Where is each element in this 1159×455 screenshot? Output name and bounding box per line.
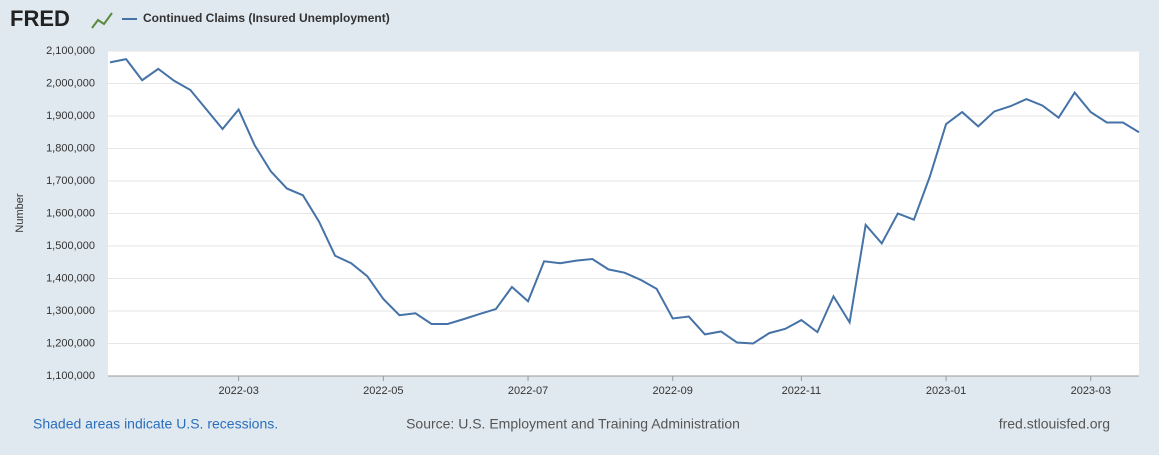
x-tick-label: 2023-01 [926,385,966,397]
x-tick-label: 2022-07 [508,385,548,397]
y-tick-label: 1,700,000 [46,175,95,187]
y-tick-label: 1,500,000 [46,240,95,252]
line-series [109,58,1140,345]
logo: FRED [10,6,70,31]
y-tick-label: 1,100,000 [46,370,95,382]
y-tick-label: 1,600,000 [46,207,95,219]
x-tick-label: 2023-03 [1071,385,1111,397]
x-tick-label: 2022-09 [653,385,693,397]
y-tick-label: 1,300,000 [46,305,95,317]
x-tick-label: 2022-05 [363,385,403,397]
y-axis-label: Number [14,193,26,232]
x-tick-label: 2022-03 [218,385,258,397]
y-tick-label: 1,900,000 [46,110,95,122]
y-tick-label: 2,000,000 [46,77,95,89]
y-tick-label: 1,400,000 [46,272,95,284]
site-link[interactable]: fred.stlouisfed.org [999,416,1110,432]
logo-icon [91,12,113,29]
legend-label: Continued Claims (Insured Unemployment) [143,11,390,25]
source: Source: U.S. Employment and Training Adm… [406,416,740,432]
y-tick-label: 2,100,000 [46,45,95,57]
y-tick-label: 1,800,000 [46,142,95,154]
y-tick-label: 1,200,000 [46,337,95,349]
x-tick-label: 2022-11 [782,385,822,397]
recession-note[interactable]: Shaded areas indicate U.S. recessions. [33,416,278,432]
